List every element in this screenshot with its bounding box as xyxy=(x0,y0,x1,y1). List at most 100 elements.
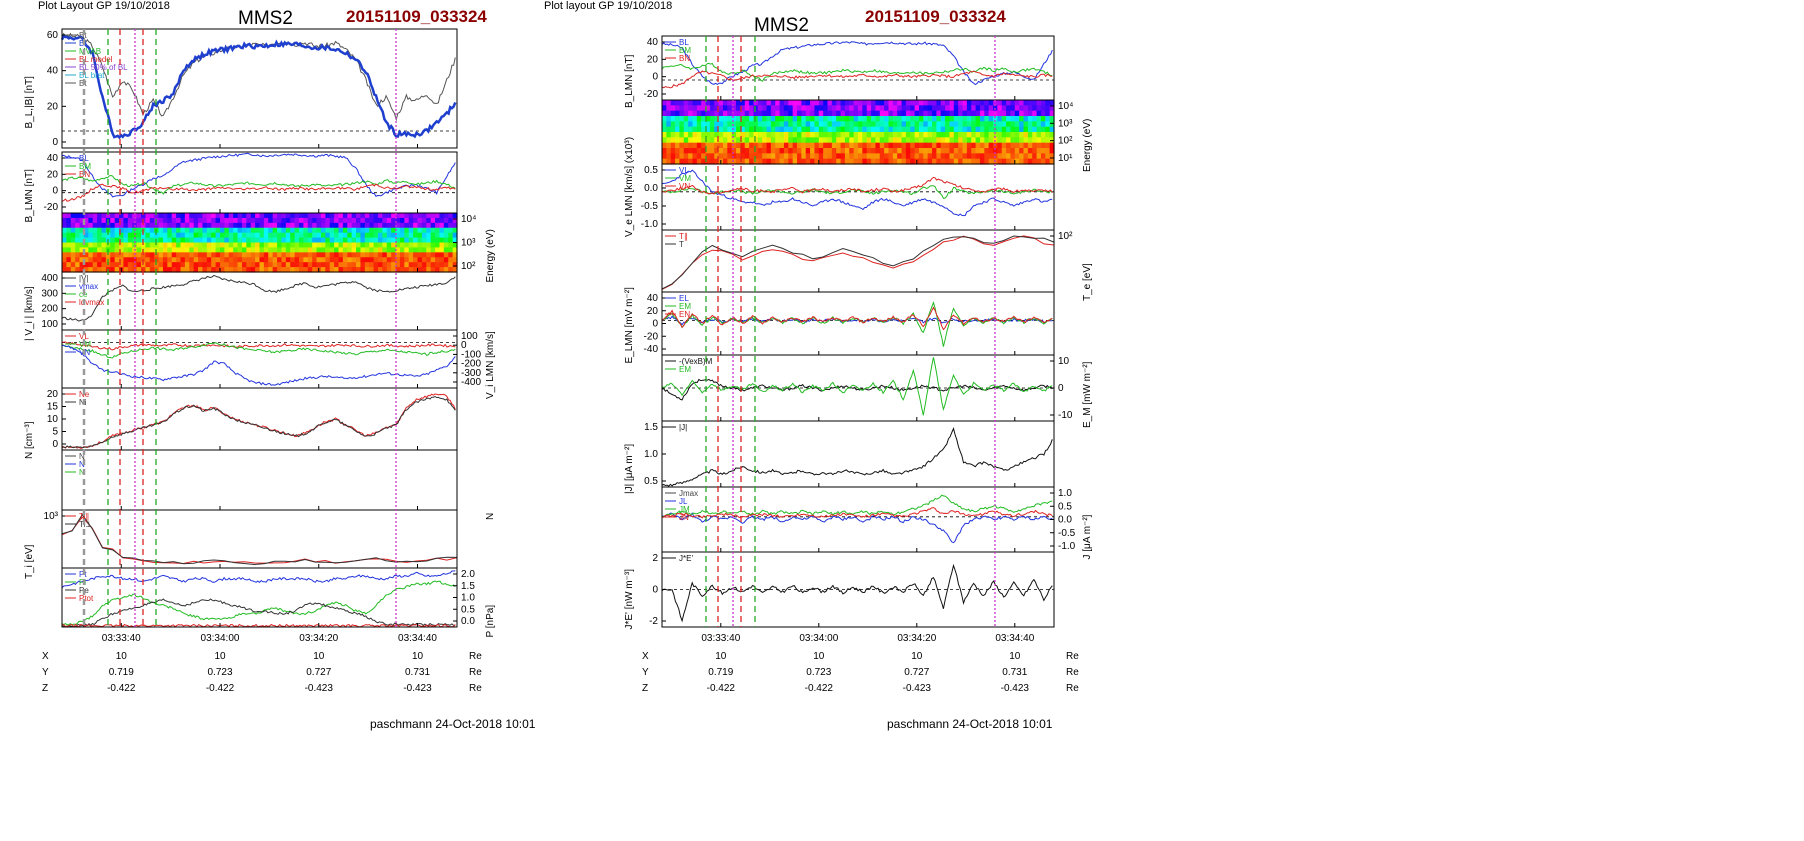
heatmap-cell xyxy=(364,242,370,249)
heatmap-cell xyxy=(1001,105,1007,112)
heatmap-cell xyxy=(775,105,781,112)
heatmap-cell xyxy=(272,227,278,234)
heatmap-cell xyxy=(1019,132,1025,138)
heatmap-cell xyxy=(792,110,798,117)
legend-label: Pi xyxy=(79,578,86,587)
heatmap-cell xyxy=(993,132,998,138)
heatmap-cell xyxy=(237,242,243,249)
heatmap-cell xyxy=(722,100,728,106)
heatmap-cell xyxy=(945,116,951,122)
heatmap-cell xyxy=(369,262,375,268)
heatmap-cell xyxy=(888,110,894,117)
heatmap-cell xyxy=(268,242,274,249)
heatmap-cell xyxy=(417,247,423,253)
heatmap-cell xyxy=(443,222,449,229)
heatmap-cell xyxy=(936,105,942,112)
heatmap-cell xyxy=(452,237,458,244)
heatmap-cell xyxy=(1040,148,1046,154)
heatmap-cell xyxy=(351,232,357,239)
heatmap-cell xyxy=(132,237,138,244)
heatmap-cell xyxy=(866,132,872,138)
heatmap-cell xyxy=(1040,121,1046,128)
heatmap-cell xyxy=(862,110,868,117)
heatmap-cell xyxy=(897,110,903,117)
heatmap-cell xyxy=(945,110,951,117)
heatmap-cell xyxy=(277,222,283,229)
heatmap-cell xyxy=(285,227,291,234)
heatmap-cell xyxy=(1014,121,1020,128)
heatmap-cell xyxy=(875,105,881,112)
heatmap-cell xyxy=(290,262,296,268)
heatmap-cell xyxy=(228,222,234,229)
heatmap-cell xyxy=(766,137,772,144)
heatmap-cell xyxy=(914,116,920,122)
heatmap-cell xyxy=(211,222,217,229)
heatmap-cell xyxy=(814,148,820,154)
heatmap-cell xyxy=(788,142,794,149)
heatmap-cell xyxy=(364,252,370,258)
heatmap-cell xyxy=(255,213,261,219)
ephem-value: -0.422 xyxy=(805,683,834,694)
heatmap-cell xyxy=(740,126,746,133)
heatmap-cell xyxy=(233,247,239,253)
heatmap-cell xyxy=(797,148,802,154)
heatmap-cell xyxy=(391,247,397,253)
heatmap-cell xyxy=(897,142,903,149)
heatmap-cell xyxy=(818,105,824,112)
legend-label: JM xyxy=(679,505,690,514)
heatmap-cell xyxy=(92,217,98,224)
heatmap-cell xyxy=(382,227,388,234)
heatmap-cell xyxy=(167,267,173,273)
heatmap-cell xyxy=(338,237,344,244)
heatmap-cell xyxy=(154,232,160,239)
heatmap-cell xyxy=(224,237,230,244)
heatmap-cell xyxy=(378,237,383,244)
heatmap-cell xyxy=(443,257,449,263)
heatmap-cell xyxy=(988,110,994,117)
heatmap-cell xyxy=(395,227,401,234)
heatmap-cell xyxy=(224,252,230,258)
heatmap-cell xyxy=(727,137,733,144)
heatmap-cell xyxy=(805,132,811,138)
heatmap-cell xyxy=(70,237,76,244)
heatmap-cell xyxy=(198,227,204,234)
heatmap-cell xyxy=(171,252,177,258)
heatmap-cell xyxy=(180,257,186,263)
heatmap-cell xyxy=(110,227,116,234)
heatmap-cell xyxy=(744,110,750,117)
heatmap-cell xyxy=(281,267,287,273)
heatmap-cell xyxy=(382,257,388,263)
y-tick-label: 0 xyxy=(52,137,58,148)
heatmap-cell xyxy=(408,232,414,239)
heatmap-cell xyxy=(757,110,763,117)
heatmap-cell xyxy=(290,222,296,229)
heatmap-cell xyxy=(439,217,445,224)
y-tick-label: 1.0 xyxy=(1058,488,1072,499)
heatmap-cell xyxy=(923,153,929,160)
heatmap-cell xyxy=(88,227,94,234)
heatmap-cell xyxy=(818,153,824,160)
series-line xyxy=(61,341,456,351)
heatmap-cell xyxy=(892,110,898,117)
heatmap-cell xyxy=(127,237,133,244)
heatmap-cell xyxy=(905,110,911,117)
heatmap-cell xyxy=(413,267,419,273)
heatmap-cell xyxy=(97,232,103,239)
ephem-value: 0.723 xyxy=(806,667,831,678)
ephem-value: 10 xyxy=(1009,651,1021,662)
heatmap-cell xyxy=(770,153,776,160)
heatmap-cell xyxy=(718,126,724,133)
heatmap-cell xyxy=(958,105,964,112)
heatmap-cell xyxy=(101,262,107,268)
heatmap-cell xyxy=(325,252,331,258)
heatmap-cell xyxy=(263,262,269,268)
heatmap-cell xyxy=(417,257,423,263)
x-tick-label: 03:34:40 xyxy=(995,633,1034,644)
y-tick-label: 1.5 xyxy=(461,581,475,592)
heatmap-cell xyxy=(945,100,951,106)
heatmap-cell xyxy=(884,100,890,106)
heatmap-cell xyxy=(123,262,129,268)
legend-label: vmax xyxy=(79,282,98,291)
heatmap-cell xyxy=(290,267,296,273)
heatmap-cell xyxy=(180,222,186,229)
